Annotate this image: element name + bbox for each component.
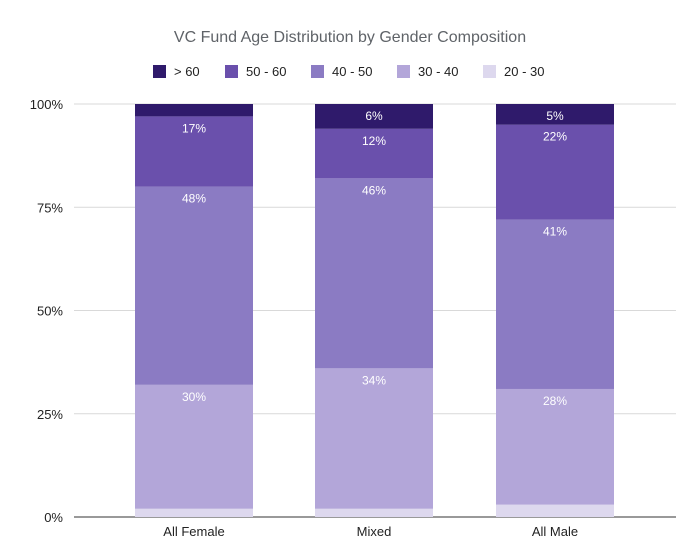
bar-segment <box>135 116 253 187</box>
bar-segment <box>315 104 433 129</box>
bar-segment <box>315 508 433 517</box>
bar-segment <box>135 186 253 385</box>
legend-swatch <box>311 65 324 78</box>
y-tick-label: 25% <box>37 407 63 422</box>
data-label: 22% <box>543 130 567 144</box>
legend-swatch <box>397 65 410 78</box>
data-label: 17% <box>182 121 206 135</box>
y-axis: 0% 25% 50% 75% 100% <box>30 97 64 525</box>
data-label: 12% <box>362 134 386 148</box>
bar-segment <box>496 219 614 389</box>
bar-segment <box>315 128 433 179</box>
bars <box>135 104 614 517</box>
data-label: 6% <box>365 109 383 123</box>
legend-label: 40 - 50 <box>332 64 372 79</box>
chart-title: VC Fund Age Distribution by Gender Compo… <box>174 29 526 46</box>
legend-swatch <box>483 65 496 78</box>
bar-segment <box>315 178 433 369</box>
bar-segment <box>496 124 614 220</box>
legend-label: 30 - 40 <box>418 64 458 79</box>
data-label: 41% <box>543 225 567 239</box>
legend: > 60 50 - 60 40 - 50 30 - 40 20 - 30 <box>153 64 544 79</box>
y-tick-label: 75% <box>37 200 63 215</box>
y-tick-label: 50% <box>37 304 63 319</box>
x-axis: All Female Mixed All Male <box>163 524 578 539</box>
data-label: 34% <box>362 373 386 387</box>
bar-segment <box>135 384 253 509</box>
legend-label: > 60 <box>174 64 200 79</box>
data-label: 46% <box>362 183 386 197</box>
data-label: 48% <box>182 192 206 206</box>
legend-label: 50 - 60 <box>246 64 286 79</box>
bar-segment <box>496 504 614 517</box>
bar-segment <box>135 104 253 117</box>
x-tick-label: All Male <box>532 524 578 539</box>
data-label: 28% <box>543 394 567 408</box>
bar-segment <box>135 508 253 517</box>
y-tick-label: 100% <box>30 97 64 112</box>
bar-segment <box>496 388 614 505</box>
data-label: 30% <box>182 390 206 404</box>
x-tick-label: Mixed <box>357 524 392 539</box>
data-labels: 30% 48% 17% 34% 46% 12% 6% 28% 41% 22% 5% <box>182 109 567 408</box>
data-label: 5% <box>546 109 564 123</box>
legend-swatch <box>225 65 238 78</box>
bar-segment <box>315 368 433 509</box>
bar-segment <box>496 104 614 125</box>
x-tick-label: All Female <box>163 524 224 539</box>
y-tick-label: 0% <box>44 510 63 525</box>
legend-swatch <box>153 65 166 78</box>
legend-label: 20 - 30 <box>504 64 544 79</box>
